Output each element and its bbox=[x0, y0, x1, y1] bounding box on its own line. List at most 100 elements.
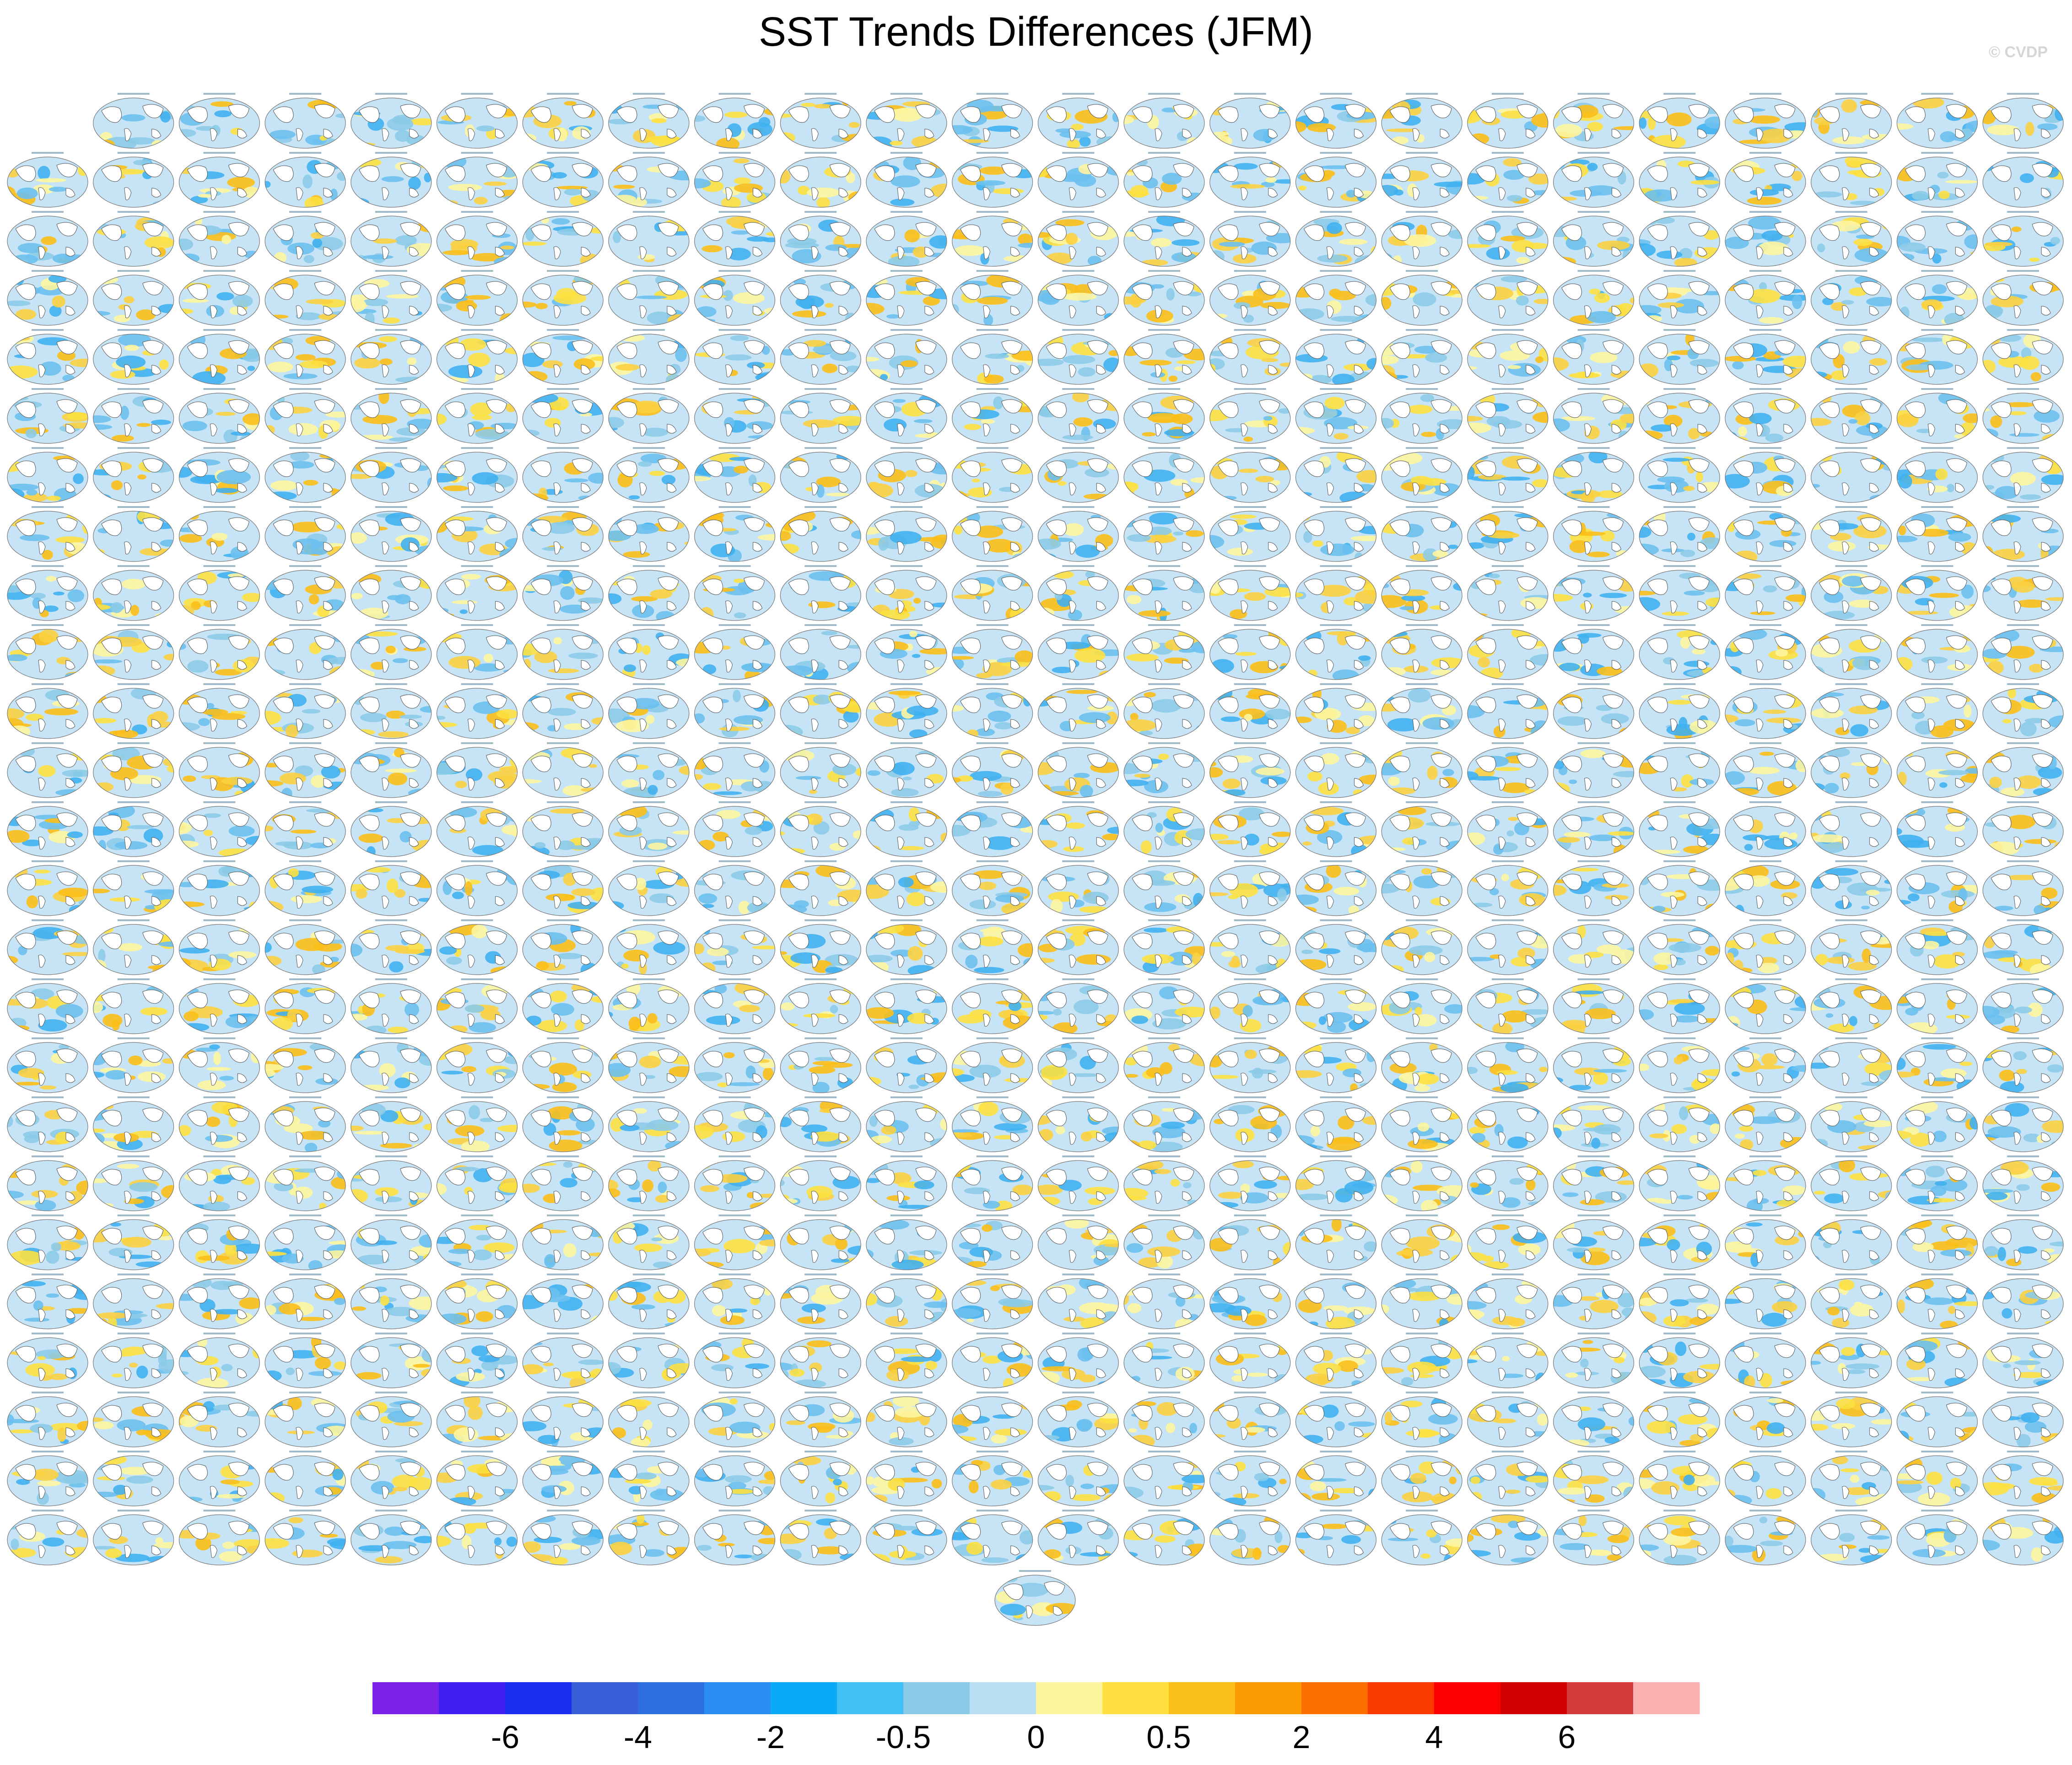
anomaly-field bbox=[93, 217, 174, 259]
map-title-strip bbox=[1749, 388, 1781, 390]
warm-anomaly bbox=[1897, 840, 1901, 847]
warm-anomaly bbox=[1381, 297, 1392, 310]
continents bbox=[15, 222, 78, 259]
cold-anomaly bbox=[1734, 719, 1755, 727]
map-title-strip bbox=[1406, 211, 1438, 213]
map-panel bbox=[780, 329, 861, 385]
cold-anomaly bbox=[548, 708, 576, 716]
cold-anomaly bbox=[265, 181, 271, 188]
warm-anomaly bbox=[358, 833, 383, 843]
map-outline bbox=[1639, 97, 1720, 149]
cold-anomaly bbox=[290, 452, 310, 461]
map-panel bbox=[264, 801, 346, 857]
map-panel bbox=[522, 447, 604, 503]
cold-anomaly bbox=[665, 374, 683, 384]
cold-anomaly bbox=[1501, 476, 1530, 481]
map-title-strip bbox=[461, 447, 493, 449]
warm-anomaly bbox=[523, 453, 537, 460]
cold-anomaly bbox=[1273, 179, 1290, 184]
map-panel bbox=[1037, 211, 1119, 267]
cold-anomaly bbox=[880, 374, 888, 381]
map-panel bbox=[1982, 801, 2064, 857]
anomaly-field bbox=[694, 158, 775, 207]
ocean bbox=[1381, 393, 1462, 443]
map-panel bbox=[1467, 801, 1549, 857]
cold-anomaly bbox=[73, 473, 84, 484]
warm-anomaly bbox=[211, 533, 227, 541]
map-title-strip bbox=[1234, 270, 1266, 272]
cold-anomaly bbox=[2054, 394, 2064, 401]
cold-anomaly bbox=[890, 198, 915, 206]
warm-anomaly bbox=[964, 424, 982, 430]
warm-anomaly bbox=[1055, 219, 1085, 227]
map-panel bbox=[1553, 742, 1635, 798]
cold-anomaly bbox=[694, 178, 711, 189]
warm-anomaly bbox=[780, 831, 785, 836]
map-title-strip bbox=[1148, 447, 1181, 449]
cold-anomaly bbox=[1149, 513, 1178, 525]
cold-anomaly bbox=[2033, 788, 2055, 796]
map-title-strip bbox=[890, 624, 923, 626]
cold-anomaly bbox=[160, 540, 174, 547]
map-panel bbox=[93, 329, 174, 385]
map-title-strip bbox=[289, 801, 322, 803]
map-panel bbox=[1639, 565, 1720, 621]
map-title-strip bbox=[2007, 388, 2040, 390]
warm-anomaly bbox=[437, 722, 458, 728]
warm-anomaly bbox=[1124, 115, 1134, 124]
cold-anomaly bbox=[1704, 116, 1720, 129]
map-title-strip bbox=[1406, 742, 1438, 744]
cold-anomaly bbox=[1448, 545, 1458, 549]
map-title-strip bbox=[547, 624, 579, 626]
warm-anomaly bbox=[1666, 112, 1692, 127]
cold-anomaly bbox=[1965, 120, 1978, 132]
map-title-strip bbox=[1406, 388, 1438, 390]
warm-anomaly bbox=[1832, 136, 1866, 145]
cold-anomaly bbox=[1897, 834, 1924, 848]
map-outline bbox=[952, 157, 1033, 208]
map-title-strip bbox=[32, 329, 64, 331]
warm-anomaly bbox=[1495, 767, 1521, 772]
map-panel bbox=[1037, 683, 1119, 739]
warm-anomaly bbox=[1695, 471, 1703, 482]
map-panel bbox=[93, 447, 174, 503]
warm-anomaly bbox=[1138, 610, 1171, 617]
map-title-strip bbox=[890, 329, 923, 331]
warm-anomaly bbox=[442, 485, 469, 491]
map-title-strip bbox=[1148, 506, 1181, 508]
map-title-strip bbox=[1320, 447, 1352, 449]
map-panel bbox=[1811, 801, 1892, 857]
map-panel bbox=[351, 93, 432, 149]
cold-anomaly bbox=[1381, 253, 1392, 262]
map-panel bbox=[1725, 801, 1806, 857]
map-panel bbox=[93, 388, 174, 444]
warm-anomaly bbox=[553, 637, 562, 645]
map-panel bbox=[436, 683, 518, 739]
continents bbox=[1991, 104, 2053, 141]
map-title-strip bbox=[1062, 801, 1095, 803]
map-outline bbox=[436, 97, 518, 149]
cold-anomaly bbox=[1358, 655, 1371, 661]
warm-anomaly bbox=[420, 158, 432, 169]
map-title-strip bbox=[1234, 742, 1266, 744]
map-title-strip bbox=[117, 329, 150, 331]
map-title-strip bbox=[203, 742, 236, 744]
anomaly-field bbox=[952, 99, 1023, 146]
cold-anomaly bbox=[2037, 123, 2058, 130]
map-title-strip bbox=[1835, 447, 1867, 449]
cold-anomaly bbox=[1680, 550, 1695, 557]
warm-anomaly bbox=[615, 364, 640, 371]
map-panel bbox=[1295, 270, 1377, 326]
warm-anomaly bbox=[1935, 468, 1948, 480]
warm-anomaly bbox=[1295, 511, 1311, 522]
map-title-strip bbox=[718, 447, 751, 449]
map-title-strip bbox=[203, 270, 236, 272]
warm-anomaly bbox=[372, 238, 397, 244]
continents bbox=[273, 104, 335, 141]
warm-anomaly bbox=[932, 376, 947, 383]
warm-anomaly bbox=[646, 715, 655, 724]
cold-anomaly bbox=[1469, 776, 1500, 781]
warm-anomaly bbox=[642, 645, 651, 655]
warm-anomaly bbox=[474, 197, 488, 205]
warm-anomaly bbox=[901, 360, 918, 367]
